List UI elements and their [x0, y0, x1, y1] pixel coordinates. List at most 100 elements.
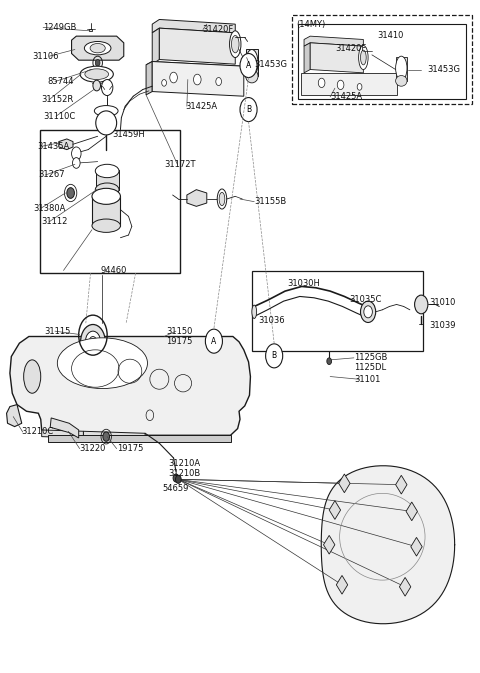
- Text: 31420F: 31420F: [335, 44, 366, 52]
- Ellipse shape: [80, 66, 113, 82]
- Text: 31152R: 31152R: [42, 95, 74, 104]
- Circle shape: [96, 59, 100, 66]
- Bar: [92, 196, 120, 225]
- Text: 1125DL: 1125DL: [354, 363, 386, 372]
- Ellipse shape: [359, 46, 368, 69]
- Bar: [298, 24, 466, 99]
- Ellipse shape: [229, 31, 241, 57]
- Circle shape: [67, 188, 74, 199]
- Circle shape: [240, 54, 257, 77]
- Circle shape: [337, 80, 344, 90]
- Circle shape: [89, 336, 96, 347]
- Text: 31435A: 31435A: [37, 142, 69, 151]
- Polygon shape: [146, 61, 152, 95]
- Circle shape: [170, 72, 178, 83]
- Polygon shape: [146, 61, 244, 69]
- Text: 94460: 94460: [100, 266, 126, 275]
- Ellipse shape: [24, 360, 41, 393]
- Text: 85744: 85744: [48, 77, 74, 86]
- Ellipse shape: [96, 183, 119, 197]
- Polygon shape: [339, 474, 350, 493]
- Polygon shape: [10, 336, 251, 435]
- Polygon shape: [329, 501, 341, 520]
- Polygon shape: [406, 502, 418, 521]
- Polygon shape: [336, 575, 348, 594]
- Circle shape: [103, 432, 109, 441]
- Polygon shape: [72, 36, 124, 60]
- Text: 54659: 54659: [162, 484, 189, 493]
- Ellipse shape: [57, 338, 147, 388]
- Polygon shape: [48, 435, 230, 442]
- Ellipse shape: [246, 69, 258, 83]
- Circle shape: [318, 78, 325, 87]
- Text: 31380A: 31380A: [34, 204, 66, 213]
- Ellipse shape: [90, 44, 105, 53]
- Ellipse shape: [246, 50, 258, 76]
- Circle shape: [72, 157, 80, 168]
- Text: 31425A: 31425A: [330, 92, 362, 102]
- Ellipse shape: [92, 188, 120, 205]
- Ellipse shape: [84, 42, 111, 55]
- Text: 31110C: 31110C: [43, 112, 75, 120]
- Text: 31210A: 31210A: [168, 459, 200, 468]
- Circle shape: [101, 79, 113, 96]
- Circle shape: [364, 306, 372, 318]
- Circle shape: [240, 98, 257, 122]
- Ellipse shape: [360, 50, 366, 65]
- Text: A: A: [246, 61, 251, 70]
- Polygon shape: [7, 404, 22, 427]
- Circle shape: [176, 475, 181, 483]
- Text: 31115: 31115: [45, 326, 71, 336]
- Text: B: B: [272, 351, 277, 360]
- Circle shape: [173, 474, 179, 482]
- Polygon shape: [304, 36, 363, 46]
- Text: 1249GB: 1249GB: [43, 23, 76, 32]
- Text: 31425A: 31425A: [185, 102, 217, 111]
- Bar: [252, 271, 423, 351]
- Ellipse shape: [219, 192, 225, 206]
- Circle shape: [360, 301, 376, 322]
- Ellipse shape: [72, 350, 119, 387]
- Polygon shape: [396, 475, 407, 494]
- Circle shape: [265, 344, 283, 368]
- Bar: [396, 57, 407, 81]
- Bar: [292, 15, 471, 104]
- Circle shape: [357, 83, 362, 90]
- Text: 31039: 31039: [429, 321, 456, 330]
- Polygon shape: [324, 536, 335, 554]
- Bar: [40, 130, 180, 273]
- Text: 31210C: 31210C: [22, 427, 54, 437]
- Circle shape: [415, 295, 428, 314]
- Text: B: B: [246, 105, 251, 114]
- Polygon shape: [42, 430, 84, 438]
- Circle shape: [216, 77, 221, 85]
- Circle shape: [162, 79, 167, 86]
- Ellipse shape: [396, 56, 407, 80]
- Text: 1125GB: 1125GB: [354, 353, 387, 362]
- Text: 31172T: 31172T: [164, 160, 195, 169]
- Polygon shape: [321, 466, 455, 624]
- Text: 31155B: 31155B: [254, 197, 287, 206]
- Polygon shape: [304, 43, 310, 73]
- Bar: [246, 50, 258, 76]
- Polygon shape: [152, 61, 244, 96]
- Text: 31010: 31010: [429, 298, 455, 307]
- Polygon shape: [399, 577, 411, 596]
- Circle shape: [93, 80, 100, 91]
- Polygon shape: [187, 190, 207, 207]
- Text: 31420F: 31420F: [202, 25, 233, 34]
- Circle shape: [85, 331, 100, 353]
- Circle shape: [193, 74, 201, 85]
- Polygon shape: [84, 431, 145, 440]
- Circle shape: [72, 147, 81, 160]
- Circle shape: [327, 358, 332, 365]
- Ellipse shape: [252, 305, 257, 318]
- Text: 31453G: 31453G: [427, 65, 460, 74]
- Polygon shape: [301, 73, 396, 95]
- Text: 31210B: 31210B: [168, 469, 200, 478]
- Bar: [96, 170, 119, 190]
- Text: 31453G: 31453G: [254, 61, 287, 69]
- Text: 19175: 19175: [167, 336, 193, 346]
- Text: 31030H: 31030H: [288, 279, 320, 287]
- Text: 31036: 31036: [258, 316, 285, 325]
